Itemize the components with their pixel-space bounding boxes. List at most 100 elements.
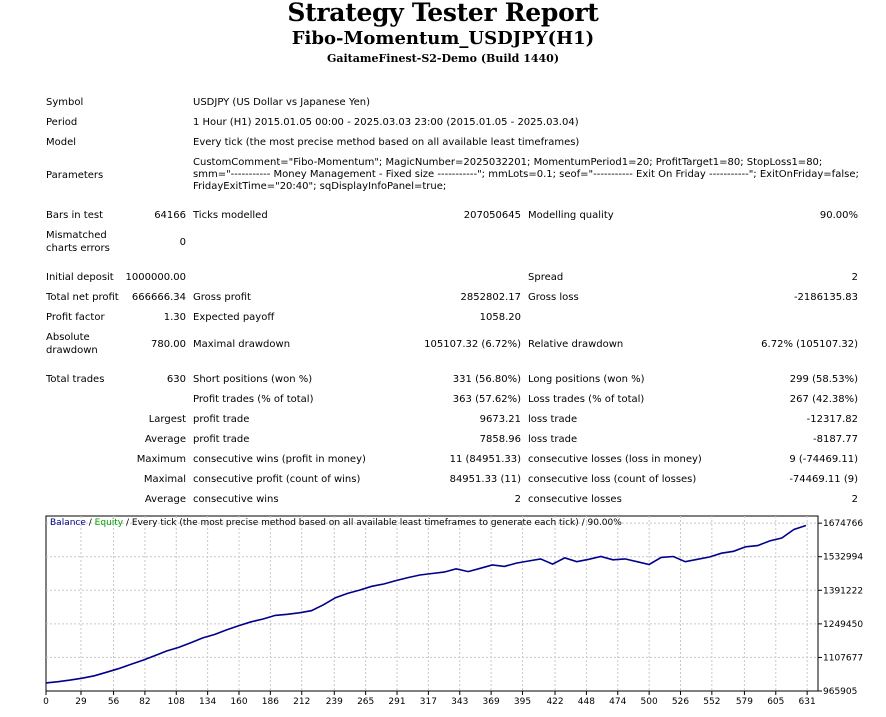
bars-label: Bars in test [46,210,103,221]
max-consecutive-wins-label: consecutive wins (profit in money) [193,454,366,465]
total-trades-value: 630 [166,374,186,385]
largest-label: Largest [148,414,186,425]
long-positions-value: 299 (58.53%) [789,374,858,385]
net-profit-label: Total net profit [46,292,119,303]
x-tick-label: 317 [420,697,437,707]
net-profit-value: 666666.34 [131,292,186,303]
symbol-label: Symbol [46,97,84,108]
deposit-label: Initial deposit [46,272,114,283]
server-subtitle: GaitameFinest-S2-Demo (Build 1440) [326,52,560,65]
loss-trades-value: 267 (42.38%) [789,394,858,405]
maximal-consecutive-loss-value: -74469.11 (9) [789,474,858,485]
x-tick-label: 422 [546,697,563,707]
maximal-consecutive-profit-label: consecutive profit (count of wins) [193,474,361,485]
average-consecutive-wins-value: 2 [514,494,521,505]
model-label: Model [46,137,77,148]
y-axis-ticks: 965905 1107677 1249450 1391222 1532994 167476… [818,519,863,697]
horizontal-gridlines [46,522,818,658]
expert-title: Fibo-Momentum_USDJPY(H1) [291,28,595,49]
x-tick-label: 212 [293,697,310,707]
x-tick-label: 631 [799,697,816,707]
vertical-gridlines [80,516,808,691]
x-tick-label: 500 [641,697,658,707]
short-positions-label: Short positions (won %) [193,374,313,385]
maximal-label: Maximal [143,474,186,485]
average-loss-value: -8187.77 [813,434,858,445]
x-tick-label: 291 [388,697,405,707]
mismatch-value: 0 [179,237,186,248]
expected-payoff-label: Expected payoff [193,312,275,323]
legend-separator: / [86,518,95,528]
maximal-drawdown-label: Maximal drawdown [193,339,291,350]
average-profit-value: 7858.96 [479,434,521,445]
short-positions-value: 331 (56.80%) [452,374,521,385]
largest-loss-value: -12317.82 [806,414,858,425]
x-tick-label: 29 [75,697,87,707]
absolute-drawdown-value: 780.00 [151,339,186,350]
spread-label: Spread [528,272,564,283]
average-consecutive-wins-label: consecutive wins [193,494,279,505]
x-tick-label: 526 [672,697,689,707]
parameters-value: CustomComment="Fibo-Momentum"; MagicNumb… [193,157,859,192]
profit-factor-value: 1.30 [163,312,186,323]
y-tick-label: 1391222 [823,586,863,596]
x-tick-label: 605 [767,697,784,707]
y-tick-label: 1674766 [823,519,863,529]
mismatch-label-2: charts errors [46,243,110,254]
y-tick-label: 1532994 [823,553,863,563]
relative-drawdown-value: 6.72% (105107.32) [761,339,858,350]
gross-profit-label: Gross profit [193,292,251,303]
maximal-consecutive-loss-label: consecutive loss (count of losses) [528,474,697,485]
largest-loss-label: loss trade [528,414,578,425]
average-loss-label: loss trade [528,434,578,445]
x-tick-label: 160 [230,697,247,707]
maximal-drawdown-value: 105107.32 (6.72%) [424,339,521,350]
largest-profit-label: profit trade [193,414,250,425]
largest-profit-value: 9673.21 [479,414,521,425]
x-tick-label: 186 [262,697,279,707]
chart-legend: Balance / Equity / Every tick (the most … [50,518,622,528]
x-tick-label: 448 [578,697,595,707]
maximal-consecutive-profit-value: 84951.33 (11) [449,474,521,485]
x-tick-label: 239 [326,697,343,707]
x-tick-label: 56 [108,697,120,707]
average-consecutive-losses-label: consecutive losses [528,494,622,505]
gross-loss-label: Gross loss [528,292,579,303]
x-tick-label: 343 [451,697,468,707]
balance-chart: Balance / Equity / Every tick (the most … [43,513,886,717]
chart-svg: Balance / Equity / Every tick (the most … [43,515,863,707]
y-tick-label: 1249450 [823,620,863,630]
period-value: 1 Hour (H1) 2015.01.05 00:00 - 2025.03.0… [193,117,579,128]
average-label: Average [144,434,186,445]
spread-value: 2 [851,272,858,283]
y-tick-label: 1107677 [823,653,863,663]
average-profit-label: profit trade [193,434,250,445]
x-tick-label: 552 [703,697,720,707]
model-value: Every tick (the most precise method base… [193,137,580,148]
x-axis-ticks: 0 29 56 82 108 134 160 186 212 239 265 291 317 343 369… [43,691,816,707]
relative-drawdown-label: Relative drawdown [528,339,624,350]
legend-equity: Equity [95,518,124,528]
ticks-value: 207050645 [463,210,521,221]
long-positions-label: Long positions (won %) [528,374,645,385]
symbol-value: USDJPY (US Dollar vs Japanese Yen) [193,97,371,108]
deposit-value: 1000000.00 [125,272,186,283]
x-tick-label: 579 [736,697,753,707]
gross-profit-value: 2852802.17 [460,292,521,303]
total-trades-label: Total trades [46,374,105,385]
x-tick-label: 474 [609,697,626,707]
average2-label: Average [144,494,186,505]
absolute-drawdown-label-2: drawdown [46,345,98,356]
report-title: Strategy Tester Report [287,0,599,27]
balance-series-line [45,524,807,684]
ticks-label: Ticks modelled [193,210,268,221]
profit-trades-label: Profit trades (% of total) [193,394,314,405]
quality-value: 90.00% [819,210,858,221]
gross-loss-value: -2186135.83 [793,292,858,303]
maximum-label: Maximum [136,454,186,465]
absolute-drawdown-label-1: Absolute [46,332,90,343]
expected-payoff-value: 1058.20 [479,312,521,323]
mismatch-label-1: Mismatched [46,230,107,241]
quality-label: Modelling quality [528,210,614,221]
chart-frame [45,515,819,692]
